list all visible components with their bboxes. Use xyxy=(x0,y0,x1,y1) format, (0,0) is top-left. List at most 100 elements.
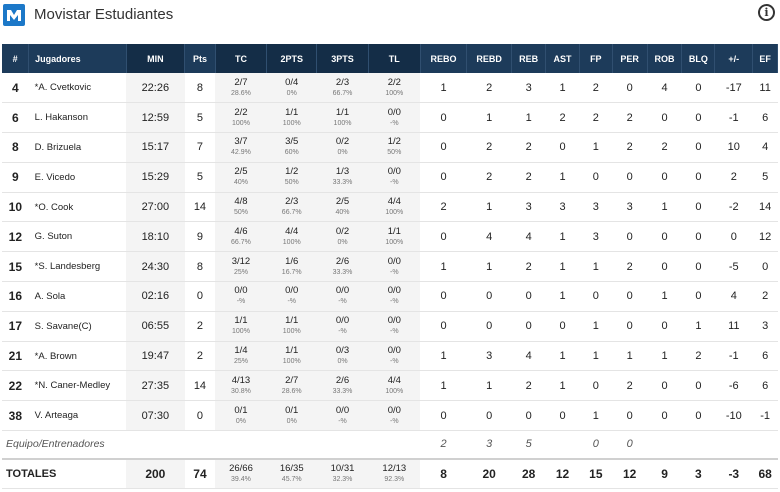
totals-rebounds: 28 xyxy=(511,458,546,490)
steals-cell: 1 xyxy=(647,341,682,372)
box-score-table: # Jugadores MIN Pts TC 2PTS 3PTS TL REBO REBD REB A… xyxy=(2,44,778,490)
column-header-5[interactable]: 2PTS xyxy=(266,44,318,73)
points-cell: 9 xyxy=(184,221,216,253)
column-header-9[interactable]: REBD xyxy=(466,44,513,73)
field-goals-cell: 0/0 -% xyxy=(215,281,267,312)
field-goals-cell: 3/7 42.9% xyxy=(215,132,267,163)
column-header-3[interactable]: Pts xyxy=(184,44,216,73)
rebounds-cell: 2 xyxy=(511,132,546,163)
player-row[interactable]: 17 S. Savane(C) 06:55 2 1/1 100% 1/1 100% 0/0 -% 0… xyxy=(2,311,778,342)
free-throws-cell: 0/0 -% xyxy=(368,281,421,312)
steals-cell: 2 xyxy=(647,132,682,163)
two-pointers-cell-percentage: 100% xyxy=(282,238,301,246)
player-number: 6 xyxy=(2,102,29,134)
two-pointers-cell-percentage: 66.7% xyxy=(281,209,302,217)
turnovers-cell: 0 xyxy=(612,400,648,432)
plus-minus-cell: -1 xyxy=(714,102,753,134)
totals-field-goals-percentage: 39.4% xyxy=(231,475,251,483)
info-icon[interactable]: i xyxy=(758,4,775,21)
column-header-10[interactable]: REB xyxy=(511,44,547,73)
totals-free-throws: 12/13 92.3% xyxy=(368,458,421,490)
player-row[interactable]: 16 A. Sola 02:16 0 0/0 -% 0/0 -% 0/0 -% 0/0 -% 0 0 0 1 0… xyxy=(2,281,778,312)
column-header-2[interactable]: MIN xyxy=(126,44,186,73)
three-pointers-cell-percentage: 33.3% xyxy=(332,268,353,276)
minutes-cell: 15:29 xyxy=(126,162,185,193)
fouls-cell: 0 xyxy=(579,281,613,312)
column-header-0[interactable]: # xyxy=(2,44,30,73)
player-row[interactable]: 15 *S. Landesberg 24:30 8 3/12 25% 1/6 16.7% 2/6… xyxy=(2,251,778,283)
blocks-cell: 0 xyxy=(681,400,715,432)
plus-minus-cell: 11 xyxy=(714,311,753,342)
two-pointers-cell: 1/2 50% xyxy=(266,162,317,193)
three-pointers-cell: 2/3 66.7% xyxy=(316,73,369,104)
column-header-6[interactable]: 3PTS xyxy=(316,44,369,73)
field-goals-cell-made-attempted: 1/4 xyxy=(234,345,248,357)
column-header-8[interactable]: REBO xyxy=(420,44,468,73)
offensive-rebounds-cell: 0 xyxy=(420,162,467,193)
free-throws-cell-made-attempted: 1/2 xyxy=(387,136,401,148)
player-row[interactable]: 21 *A. Brown 19:47 2 1/4 25% 1/1 100% 0/3 0% 0/0 -%… xyxy=(2,341,778,372)
free-throws-cell: 4/4 100% xyxy=(368,370,421,402)
player-row[interactable]: 9 E. Vicedo 15:29 5 2/5 40% 1/2 50% 1/3 33.3% 0/0-… xyxy=(2,162,778,193)
player-row[interactable]: 38 V. Arteaga 07:30 0 0/1 0% 0/1 0% 0/0 -% 0/0 -% 0 0… xyxy=(2,400,778,432)
three-pointers-cell: 0/0 -% xyxy=(316,400,369,432)
column-header-7[interactable]: TL xyxy=(368,44,421,73)
free-throws-cell-made-attempted: 0/0 xyxy=(387,106,401,118)
plus-minus-cell: -5 xyxy=(714,251,753,283)
three-pointers-cell: 0/0 -% xyxy=(316,281,369,312)
player-row[interactable]: 8 D. Brizuela 15:17 7 3/7 42.9% 3/5 60% 0/2 0% 1/2… xyxy=(2,132,778,163)
column-header-11[interactable]: AST xyxy=(545,44,580,73)
two-pointers-cell-percentage: 16.7% xyxy=(281,268,302,276)
totals-label: TOTALES xyxy=(2,458,127,490)
rebounds-cell: 2 xyxy=(511,370,546,402)
assists-cell: 1 xyxy=(545,341,580,372)
team-plus-minus xyxy=(714,430,753,460)
three-pointers-cell-made-attempted: 2/6 xyxy=(335,374,350,386)
totals-assists: 12 xyxy=(545,458,580,490)
field-goals-cell: 4/6 66.7% xyxy=(215,221,267,253)
player-number: 16 xyxy=(2,281,29,312)
totals-turnovers: 12 xyxy=(612,458,648,490)
player-row[interactable]: 22 *N. Caner-Medley 27:35 14 4/13 30.8% 2/7 28.… xyxy=(2,370,778,402)
column-header-15[interactable]: BLQ xyxy=(681,44,716,73)
field-goals-cell: 0/1 0% xyxy=(215,400,267,432)
two-pointers-cell-made-attempted: 1/1 xyxy=(285,106,299,118)
column-header-13[interactable]: PER xyxy=(612,44,648,73)
field-goals-cell-percentage: 100% xyxy=(232,328,250,336)
player-number: 9 xyxy=(2,162,29,193)
fouls-cell: 1 xyxy=(579,341,613,372)
free-throws-cell: 4/4 100% xyxy=(368,192,421,223)
three-pointers-cell-percentage: 0% xyxy=(337,149,348,157)
field-goals-cell-made-attempted: 0/1 xyxy=(234,404,248,416)
points-cell: 2 xyxy=(184,341,216,372)
efficiency-cell: 3 xyxy=(752,311,778,342)
blocks-cell: 0 xyxy=(681,370,715,402)
player-row[interactable]: 6 L. Hakanson 12:59 5 2/2 100% 1/1 100% 1/1 100% 0… xyxy=(2,102,778,134)
free-throws-cell: 0/0 -% xyxy=(368,400,421,432)
player-row[interactable]: 4 *A. Cvetkovic 22:26 8 2/7 28.6% 0/4 0% 2/3 66.7… xyxy=(2,73,778,104)
column-header-17[interactable]: EF xyxy=(752,44,778,73)
turnovers-cell: 0 xyxy=(612,311,648,342)
steals-cell: 0 xyxy=(647,102,682,134)
fouls-cell: 0 xyxy=(579,370,613,402)
steals-cell: 4 xyxy=(647,73,682,104)
field-goals-cell: 1/4 25% xyxy=(215,341,267,372)
two-pointers-cell-made-attempted: 3/5 xyxy=(285,136,299,148)
column-header-4[interactable]: TC xyxy=(215,44,268,73)
field-goals-cell-percentage: 25% xyxy=(233,268,248,276)
field-goals-cell-percentage: 30.8% xyxy=(231,387,251,395)
two-pointers-cell-made-attempted: 0/1 xyxy=(285,404,299,416)
two-pointers-cell-percentage: 100% xyxy=(282,328,301,336)
column-header-16[interactable]: +/- xyxy=(714,44,754,73)
totals-two-pointers-made-attempted: 16/35 xyxy=(279,462,304,474)
column-header-12[interactable]: FP xyxy=(579,44,613,73)
column-header-14[interactable]: ROB xyxy=(647,44,683,73)
player-row[interactable]: 10 *O. Cook 27:00 14 4/8 50% 2/3 66.7% 2/5 40% 4/4… xyxy=(2,192,778,223)
free-throws-cell-made-attempted: 0/0 xyxy=(387,404,401,416)
player-row[interactable]: 12 G. Suton 18:10 9 4/6 66.7% 4/4 100% 0/2 0% 1/1 1… xyxy=(2,221,778,253)
column-header-1[interactable]: Jugadores xyxy=(28,44,127,73)
minutes-cell: 06:55 xyxy=(126,311,185,342)
field-goals-cell-percentage: 25% xyxy=(233,358,248,366)
assists-cell: 1 xyxy=(545,73,580,104)
efficiency-cell: 12 xyxy=(752,221,778,253)
